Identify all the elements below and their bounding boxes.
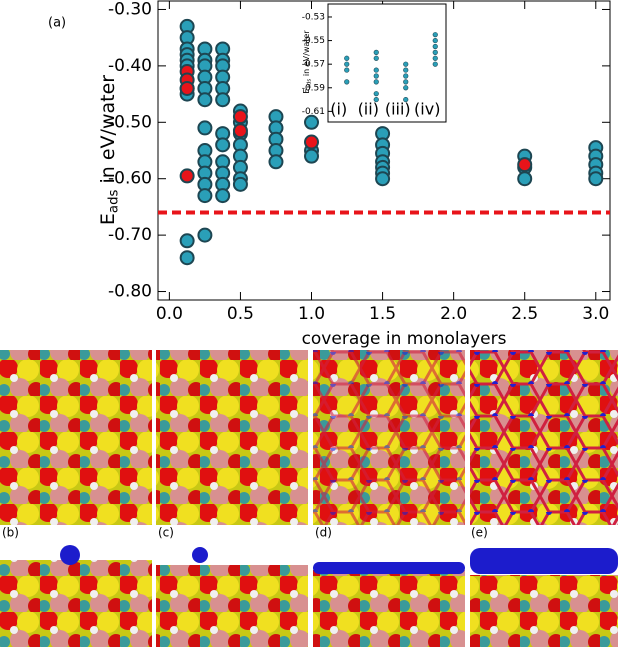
y-tick-label: -0.57 xyxy=(302,60,325,70)
data-point xyxy=(373,96,379,103)
panel-label: (e) xyxy=(471,526,488,540)
y-tick-label: -0.61 xyxy=(302,107,325,117)
snapshot xyxy=(0,350,152,525)
panel-label: (d) xyxy=(315,526,332,540)
water xyxy=(192,547,208,563)
data-point xyxy=(375,171,391,187)
snapshots xyxy=(0,350,618,647)
x-tick-label: 1.0 xyxy=(298,304,325,324)
x-category-label: (iii) xyxy=(385,100,411,119)
data-point xyxy=(517,157,533,173)
side-view xyxy=(313,570,465,647)
overlay xyxy=(313,350,465,525)
data-point xyxy=(373,79,379,85)
label-main: E xyxy=(97,213,119,225)
water-layer xyxy=(470,548,618,574)
data-point xyxy=(403,67,409,73)
y-tick-label: -0.70 xyxy=(108,225,152,245)
x-tick-label: 3.0 xyxy=(582,304,609,324)
water xyxy=(60,545,80,565)
panel-label: (c) xyxy=(158,526,174,540)
label-sub: ads xyxy=(306,79,312,89)
data-point xyxy=(432,61,438,67)
y-tick-label: -0.55 xyxy=(302,36,325,46)
data-point xyxy=(344,61,350,67)
x-tick-label: 0.5 xyxy=(227,304,254,324)
y-tick-label: -0.50 xyxy=(108,112,152,132)
data-point xyxy=(373,55,379,61)
x-axis-label: coverage in monolayers xyxy=(302,329,507,349)
data-point xyxy=(197,92,213,108)
y-axis-label: Eads in eV/water xyxy=(302,30,312,94)
data-point xyxy=(268,154,284,170)
data-point xyxy=(432,37,438,44)
data-point xyxy=(179,80,195,96)
data-point xyxy=(179,250,195,266)
plot-frame xyxy=(157,0,611,301)
data-point xyxy=(432,49,438,55)
side-view xyxy=(156,565,308,647)
water-layer xyxy=(313,562,465,574)
panel-label: (a) xyxy=(48,16,66,31)
x-tick-label: 1.5 xyxy=(369,304,396,324)
y-tick-label: -0.60 xyxy=(108,169,152,189)
data-point xyxy=(197,120,213,136)
data-point xyxy=(304,148,320,164)
snapshot xyxy=(156,350,308,525)
data-point xyxy=(432,43,438,50)
data-point xyxy=(197,227,213,243)
data-point xyxy=(588,171,604,187)
label-rest: in eV/water xyxy=(97,75,119,190)
data-point xyxy=(232,123,248,139)
data-point xyxy=(179,233,195,249)
data-point xyxy=(304,134,320,150)
data-point xyxy=(215,137,231,153)
inset-plot: -0.53 -0.55 -0.57 -0.59 -0.61 Eads in eV/wate… xyxy=(302,3,447,123)
data-point xyxy=(403,73,409,79)
label-main: E xyxy=(302,89,311,94)
y-axis-label: Eads in eV/water xyxy=(97,75,122,225)
label-rest: in eV/water xyxy=(302,30,311,79)
data-point xyxy=(373,73,379,79)
x-category-label: (iv) xyxy=(414,100,440,119)
data-point xyxy=(403,85,409,91)
panel-label: (b) xyxy=(2,526,19,540)
data-point xyxy=(373,49,379,55)
data-point xyxy=(344,79,350,85)
side-view xyxy=(470,575,618,647)
y-tick-label: -0.80 xyxy=(108,282,152,302)
data-point xyxy=(232,109,248,125)
data-point xyxy=(232,176,248,192)
x-tick-label: 2.5 xyxy=(511,304,538,324)
data-point xyxy=(403,96,409,103)
data-point xyxy=(373,91,379,97)
panel-labels: (b) (c) (d) (e) xyxy=(2,526,488,540)
x-tick-label: 0.0 xyxy=(156,304,183,324)
data-point xyxy=(403,61,409,67)
data-point xyxy=(215,92,231,108)
data-point xyxy=(197,188,213,204)
overlay xyxy=(470,350,618,525)
data-point xyxy=(432,55,438,61)
data-point xyxy=(344,55,350,61)
data-point xyxy=(179,168,195,184)
x-category-label: (i) xyxy=(330,100,347,119)
label-sub: ads xyxy=(107,189,122,213)
y-tick-label: -0.59 xyxy=(302,83,326,93)
data-point xyxy=(344,67,350,73)
data-point xyxy=(373,67,379,73)
side-view xyxy=(0,560,152,647)
y-tick-label: -0.30 xyxy=(108,0,152,19)
y-tick-label: -0.40 xyxy=(108,56,152,76)
data-point xyxy=(403,79,409,85)
main-plot: -0.30 -0.40 -0.50 -0.60 -0.70 -0.800.0 0.5 1.0 1… xyxy=(97,0,611,349)
data-point xyxy=(215,188,231,204)
data-point xyxy=(432,32,438,38)
x-category-label: (ii) xyxy=(358,100,379,119)
y-tick-label: -0.53 xyxy=(302,12,325,22)
data-point xyxy=(304,114,320,130)
data-point xyxy=(517,171,533,187)
x-tick-label: 2.0 xyxy=(440,304,467,324)
